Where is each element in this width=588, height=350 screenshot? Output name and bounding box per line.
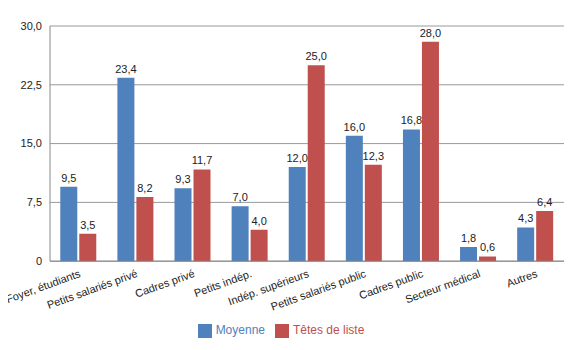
- svg-text:4,0: 4,0: [251, 215, 266, 227]
- svg-text:16,0: 16,0: [344, 121, 365, 133]
- svg-text:28,0: 28,0: [420, 27, 441, 39]
- svg-text:7,5: 7,5: [27, 196, 42, 208]
- svg-text:16,8: 16,8: [401, 114, 422, 126]
- svg-text:Petits salariés public: Petits salariés public: [269, 267, 368, 313]
- svg-text:12,3: 12,3: [363, 150, 384, 162]
- svg-text:9,5: 9,5: [61, 172, 76, 184]
- svg-text:23,4: 23,4: [115, 63, 136, 75]
- svg-text:4,3: 4,3: [518, 212, 533, 224]
- svg-text:22,5: 22,5: [21, 79, 42, 91]
- svg-text:Petits indép.: Petits indép.: [192, 267, 254, 300]
- svg-text:0: 0: [36, 255, 42, 267]
- svg-text:8,2: 8,2: [137, 182, 152, 194]
- svg-text:3,5: 3,5: [80, 219, 95, 231]
- svg-text:9,3: 9,3: [175, 173, 190, 185]
- svg-text:30,0: 30,0: [21, 20, 42, 32]
- svg-text:12,0: 12,0: [287, 152, 308, 164]
- svg-text:Petits salariés privé: Petits salariés privé: [45, 267, 139, 311]
- svg-text:Secteur médical: Secteur médical: [403, 267, 481, 305]
- svg-text:Indép. supérieurs: Indép. supérieurs: [226, 267, 311, 308]
- svg-text:25,0: 25,0: [306, 50, 327, 62]
- svg-text:Autres: Autres: [505, 267, 539, 289]
- svg-text:6,4: 6,4: [537, 196, 552, 208]
- svg-text:0,6: 0,6: [480, 241, 495, 253]
- html-text:Têtes de liste: Têtes de liste: [293, 323, 365, 338]
- svg-text:15,0: 15,0: [21, 137, 42, 149]
- svg-text:7,0: 7,0: [232, 191, 247, 203]
- svg-text:1,8: 1,8: [461, 232, 476, 244]
- svg-text:11,7: 11,7: [192, 154, 213, 166]
- svg-text:Cadres privé: Cadres privé: [133, 267, 196, 300]
- svg-text:Cadres public: Cadres public: [357, 267, 425, 302]
- html-text:Moyenne: Moyenne: [215, 323, 265, 338]
